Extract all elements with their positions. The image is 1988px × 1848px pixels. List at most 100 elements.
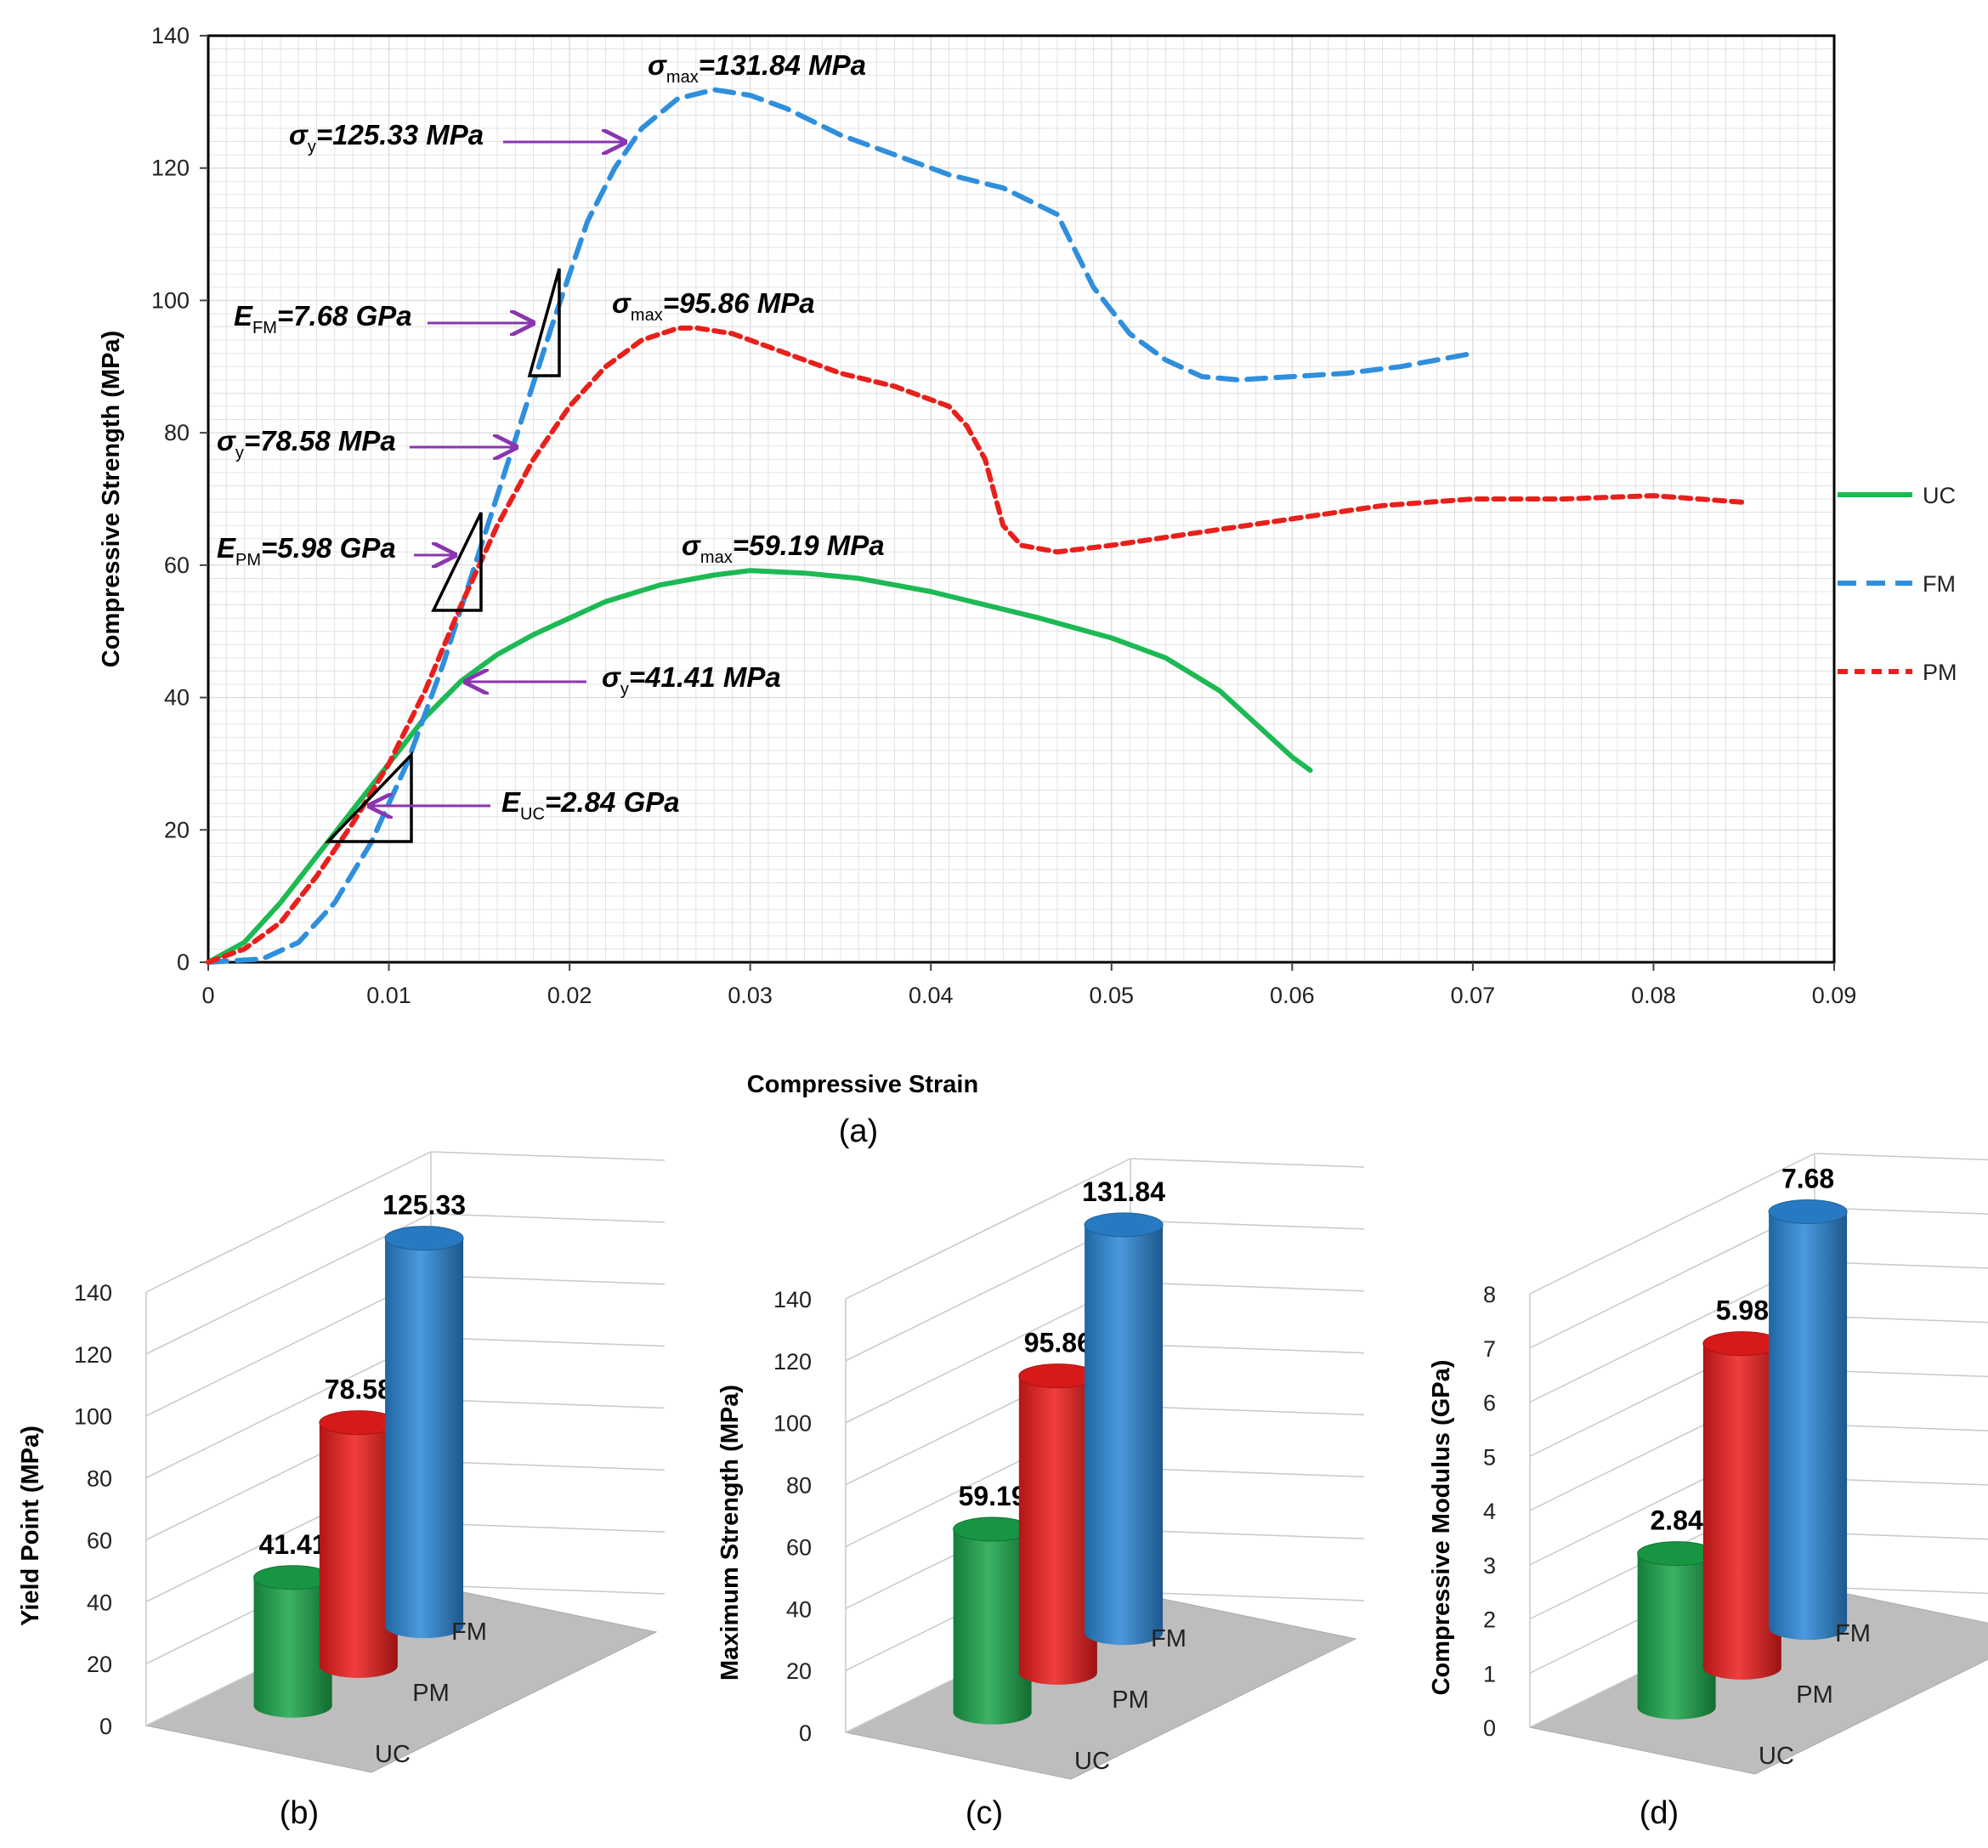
y-tick-label: 120 bbox=[773, 1349, 812, 1375]
y-tick-label: 20 bbox=[87, 1652, 112, 1677]
category-label: PM bbox=[1796, 1681, 1833, 1709]
bar-value-label: 125.33 bbox=[382, 1190, 466, 1221]
bar-top bbox=[1768, 1199, 1848, 1225]
x-tick-label: 0.04 bbox=[909, 983, 954, 1008]
y-tick-label: 80 bbox=[786, 1473, 812, 1499]
annotation-pm-smax: σmax=95.86 MPa bbox=[612, 287, 815, 325]
series-line-fm bbox=[206, 87, 1475, 965]
category-label: FM bbox=[1835, 1620, 1871, 1647]
bar-value-label: 5.98 bbox=[1716, 1295, 1769, 1326]
bar-value-label: 41.41 bbox=[259, 1529, 327, 1560]
grid-line bbox=[430, 1460, 665, 1471]
grid-line bbox=[845, 1220, 1131, 1362]
y-tick-label: 0 bbox=[799, 1720, 812, 1746]
y-tick-label: 1 bbox=[1483, 1661, 1496, 1686]
y-tick-label: 60 bbox=[164, 553, 190, 578]
category-label: FM bbox=[1151, 1625, 1187, 1652]
bar-fm: 125.33 bbox=[382, 1190, 466, 1639]
category-label: UC bbox=[1074, 1748, 1110, 1775]
bar-body bbox=[1018, 1375, 1097, 1685]
y-tick-label: 40 bbox=[164, 685, 190, 711]
annotation-fm-sy: σy=125.33 MPa bbox=[289, 119, 484, 156]
grid-line bbox=[1130, 1405, 1365, 1416]
grid-line bbox=[1529, 1153, 1815, 1295]
panel-label: (d) bbox=[1640, 1795, 1679, 1831]
annotation-arrows bbox=[370, 142, 625, 806]
y-tick-label: 140 bbox=[773, 1287, 812, 1312]
bar-value-label: 7.68 bbox=[1781, 1164, 1834, 1194]
bar-value-label: 78.58 bbox=[325, 1375, 393, 1405]
grid-line bbox=[1814, 1532, 1988, 1540]
bar-fm: 7.68 bbox=[1768, 1164, 1848, 1641]
series-line-uc bbox=[206, 568, 1313, 965]
y-tick-label: 120 bbox=[151, 156, 190, 181]
slope-triangle bbox=[527, 268, 561, 377]
grid-line bbox=[430, 1584, 665, 1595]
bar-body bbox=[953, 1529, 1032, 1725]
y-tick-label: 80 bbox=[87, 1466, 112, 1492]
y-tick-label: 100 bbox=[74, 1404, 112, 1430]
panel-label-a: (a) bbox=[839, 1114, 878, 1149]
bar-value-label: 59.19 bbox=[959, 1481, 1027, 1511]
bar-body bbox=[253, 1577, 332, 1718]
x-axis-title: Compressive Strain bbox=[747, 1071, 978, 1098]
y-tick-label: 5 bbox=[1483, 1444, 1496, 1470]
x-tick-label: 0.09 bbox=[1812, 983, 1857, 1008]
y-tick-label: 0 bbox=[177, 950, 190, 975]
grid-line bbox=[1814, 1477, 1988, 1486]
annotation-uc-sy: σy=41.41 MPa bbox=[602, 661, 781, 699]
y-tick-label: 140 bbox=[74, 1280, 112, 1306]
bar-fm: 131.84 bbox=[1082, 1176, 1165, 1646]
y-tick-label: 8 bbox=[1483, 1282, 1496, 1307]
y-tick-label: 40 bbox=[786, 1596, 812, 1622]
bar-pm: 95.86 bbox=[1018, 1328, 1098, 1685]
category-label: UC bbox=[1759, 1743, 1794, 1770]
grid-line bbox=[1814, 1315, 1988, 1324]
y-tick-label: 60 bbox=[87, 1528, 112, 1553]
grid-line bbox=[845, 1282, 1131, 1424]
grid-line bbox=[430, 1213, 665, 1223]
grid-line bbox=[1814, 1153, 1988, 1161]
annotation-uc-smax: σmax=59.19 MPa bbox=[682, 530, 885, 567]
grid-line bbox=[1130, 1343, 1365, 1354]
grid-line bbox=[1130, 1529, 1365, 1539]
y-axis-title: Yield Point (MPa) bbox=[17, 1426, 44, 1626]
grid-line bbox=[430, 1398, 665, 1409]
legend-label: UC bbox=[1923, 483, 1956, 508]
y-tick-label: 140 bbox=[151, 23, 190, 48]
x-tick-label: 0.03 bbox=[728, 983, 773, 1008]
x-tick-label: 0 bbox=[201, 983, 214, 1008]
y-tick-label: 4 bbox=[1483, 1499, 1496, 1524]
y-tick-label: 0 bbox=[1483, 1715, 1496, 1741]
bar-top bbox=[1084, 1212, 1164, 1238]
y-tick-label: 20 bbox=[164, 817, 190, 842]
chart-b: 0 20 40 60 80 100 120 140 41.41 UC 78.58 PM 125.33 FM… bbox=[17, 1151, 665, 1831]
plot-frame bbox=[207, 34, 1836, 964]
grid-line bbox=[430, 1336, 665, 1347]
category-label: FM bbox=[451, 1618, 487, 1646]
x-tick-label: 0.08 bbox=[1631, 983, 1676, 1008]
grid-line bbox=[430, 1522, 665, 1533]
bar-body bbox=[1702, 1343, 1781, 1680]
grid-line bbox=[1130, 1220, 1365, 1230]
slope-triangle bbox=[431, 512, 483, 612]
grid-line bbox=[430, 1151, 665, 1161]
y-tick-label: 20 bbox=[786, 1658, 812, 1684]
grid-line bbox=[1814, 1207, 1988, 1215]
bar-body bbox=[319, 1422, 398, 1678]
legend-label: PM bbox=[1923, 660, 1957, 685]
y-tick-label: 2 bbox=[1483, 1607, 1496, 1633]
category-label: UC bbox=[375, 1741, 411, 1768]
legend-label: FM bbox=[1923, 571, 1956, 597]
panel-label: (b) bbox=[280, 1795, 319, 1831]
category-label: PM bbox=[1112, 1686, 1149, 1714]
bar-body bbox=[1085, 1224, 1164, 1646]
bar-body bbox=[385, 1238, 464, 1639]
grid-line bbox=[1130, 1467, 1365, 1478]
slope-triangle bbox=[324, 751, 413, 843]
grid-line bbox=[1130, 1591, 1365, 1601]
bar-value-label: 95.86 bbox=[1024, 1328, 1092, 1358]
grid-line bbox=[145, 1151, 432, 1293]
x-tick-label: 0.05 bbox=[1089, 983, 1134, 1008]
